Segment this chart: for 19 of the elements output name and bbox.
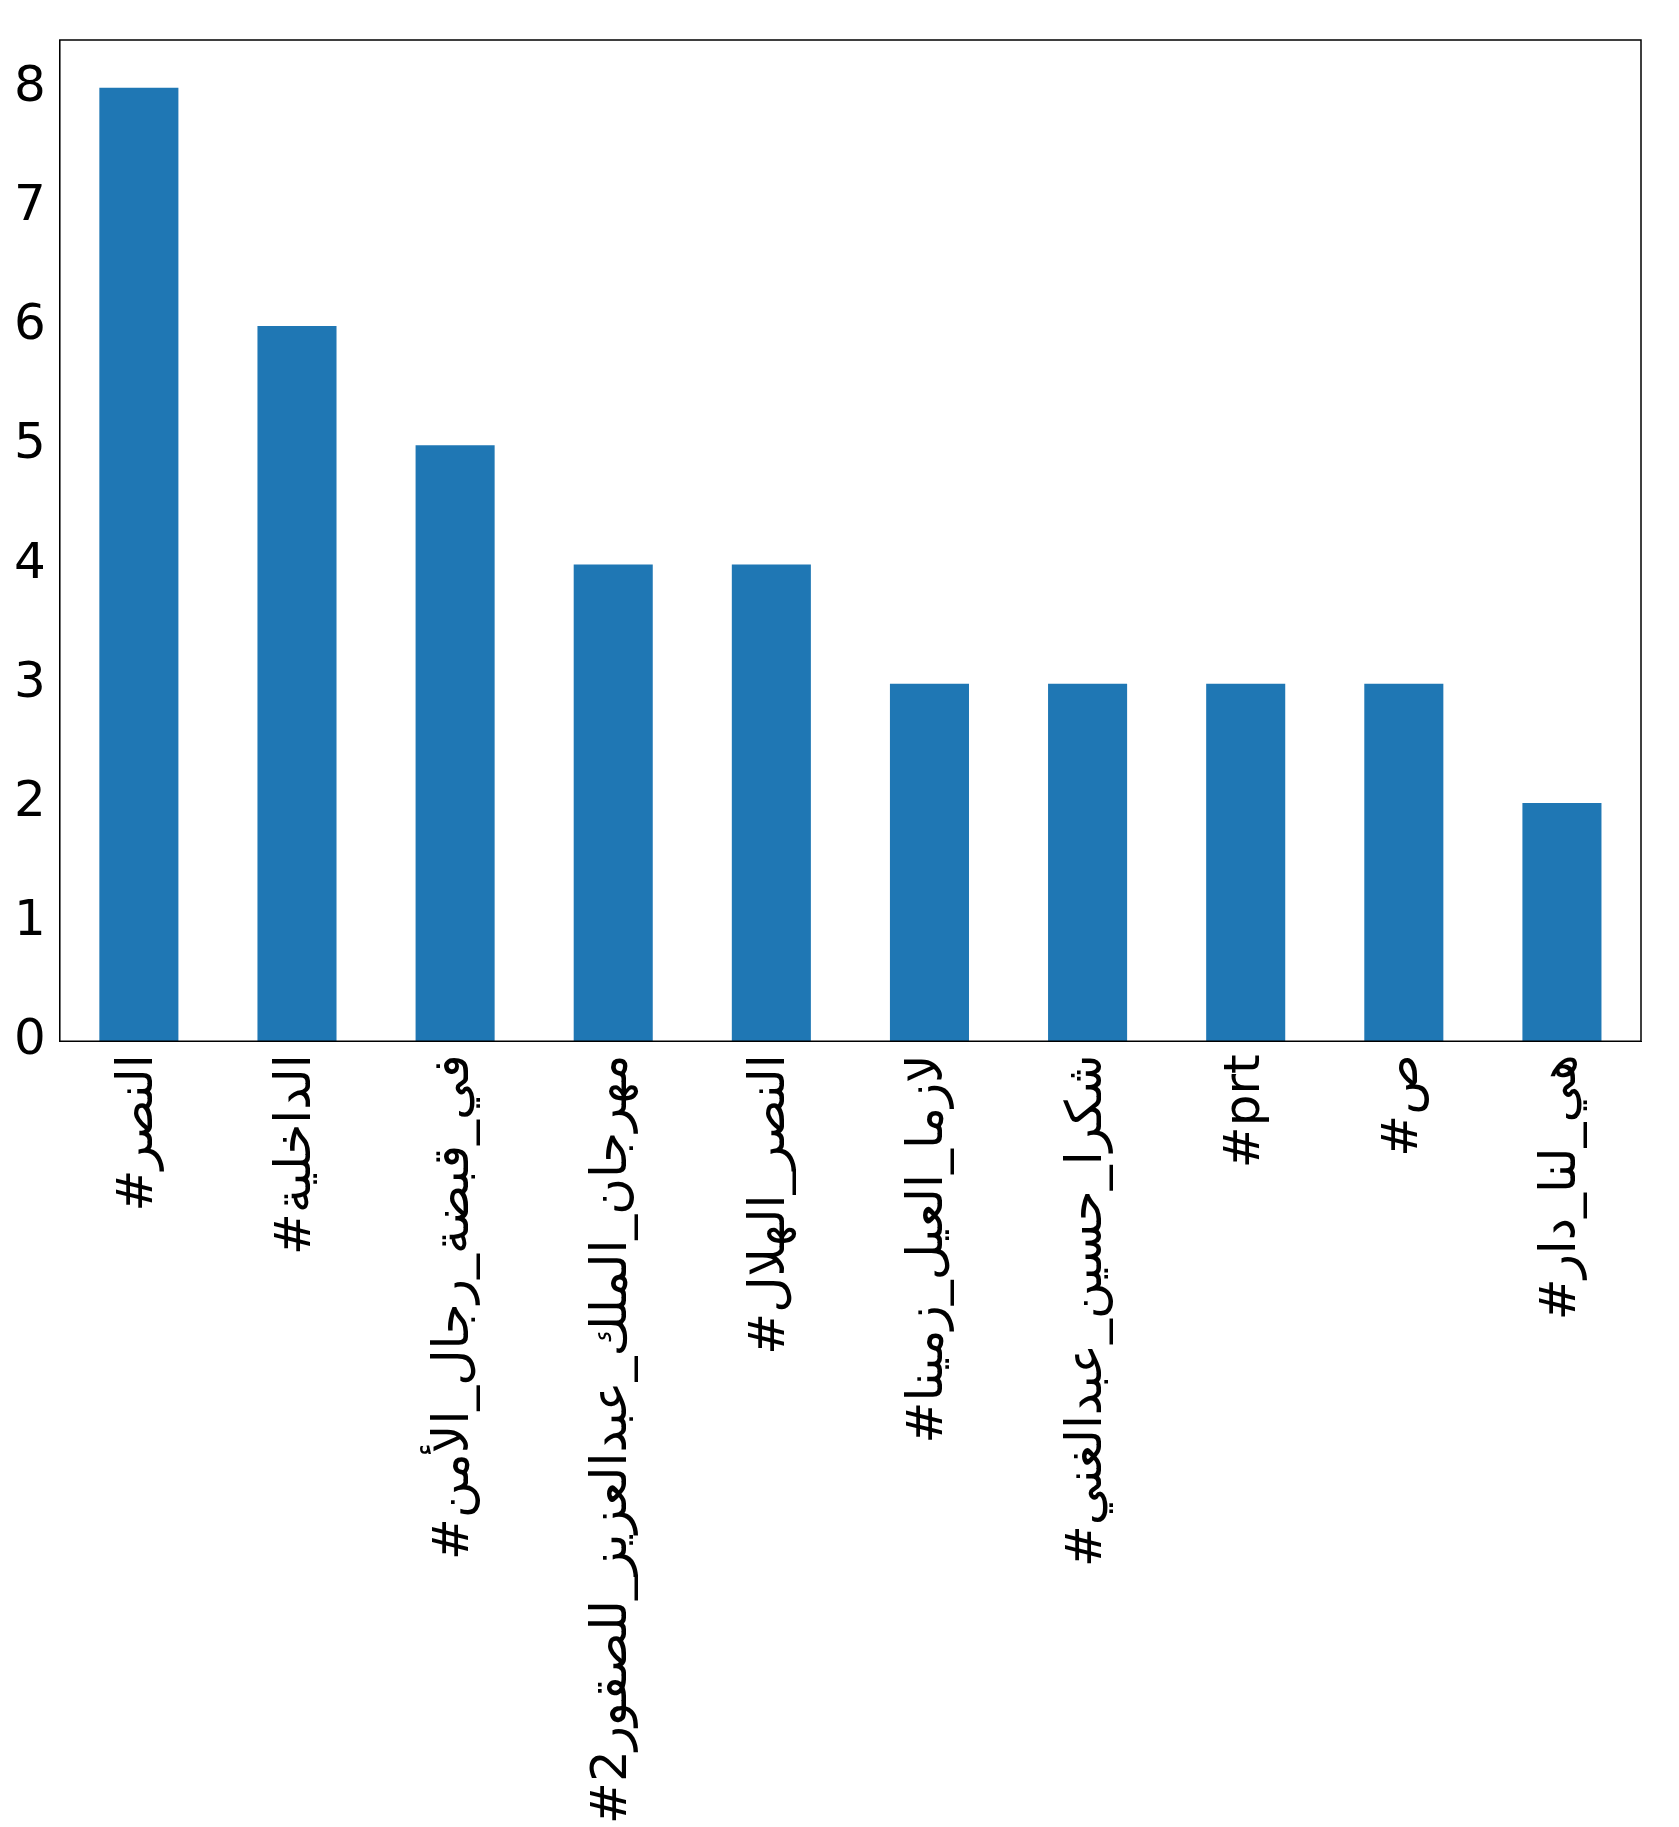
x-tick-label: #لازما_العيل_زمينا: [896, 1054, 955, 1444]
y-tick-label: 7: [14, 173, 46, 232]
y-tick-label: 8: [14, 54, 46, 113]
x-tick-label: #النصر_الهلال: [738, 1054, 798, 1355]
x-tick-label: #شكرا_حسين_عبدالغني: [1054, 1054, 1113, 1568]
y-tick-label: 1: [14, 889, 46, 948]
x-tick-label: #مهرجان_الملك_عبدالعزيز_للصقور2: [580, 1054, 640, 1825]
x-tick-label: #هي_لنا_دار: [1528, 1054, 1587, 1321]
x-tick-label: #prt: [1212, 1054, 1271, 1169]
y-tick-label: 3: [14, 650, 46, 709]
y-tick-label: 2: [14, 769, 46, 828]
x-tick-label: #النصر: [105, 1054, 164, 1212]
x-tick-label: #في_قبضة_رجال_الأمن: [420, 1054, 481, 1560]
x-tick-label: #الداخلية: [263, 1054, 322, 1255]
y-tick-label: 5: [14, 412, 46, 471]
x-tick-label: #ص: [1370, 1054, 1429, 1157]
y-tick-label: 4: [14, 531, 46, 590]
y-tick-label: 0: [14, 1008, 46, 1067]
y-tick-label: 6: [14, 293, 46, 352]
